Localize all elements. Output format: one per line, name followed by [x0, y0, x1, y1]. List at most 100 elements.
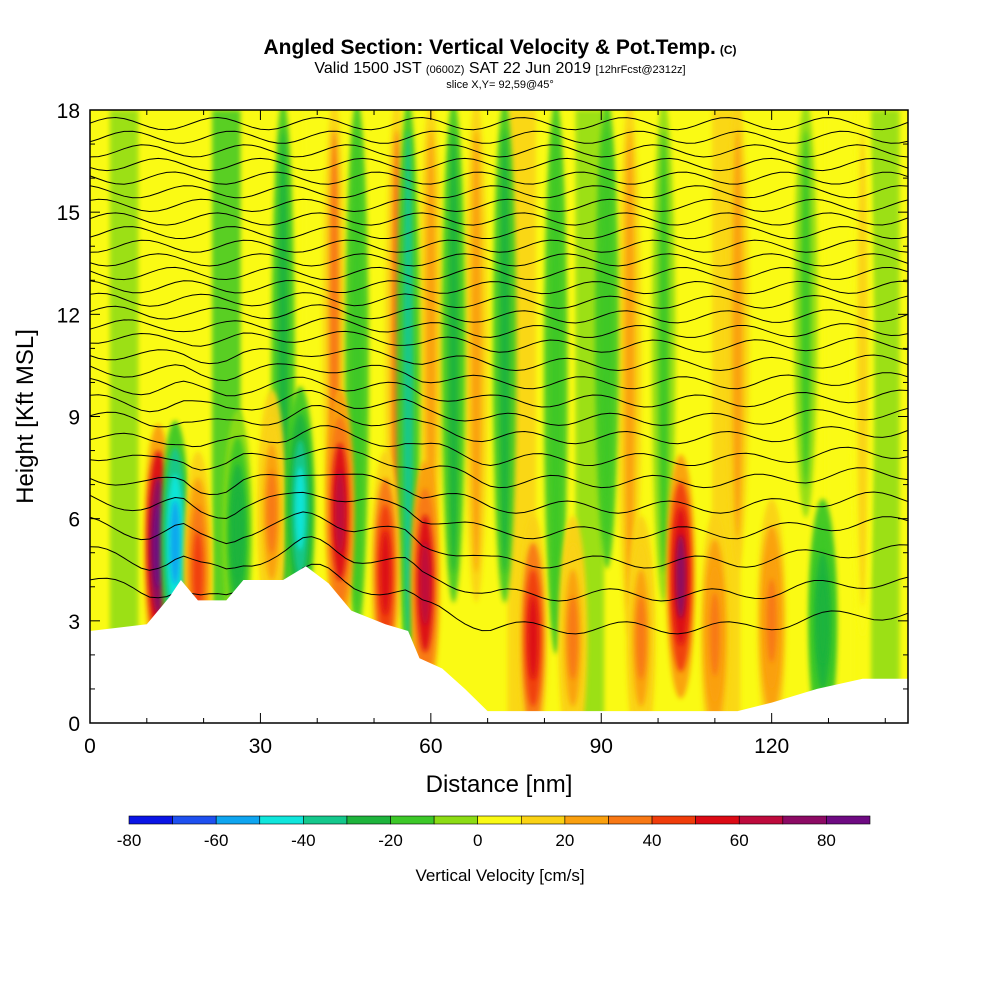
y-tick-label: 9 [68, 407, 80, 430]
velocity-cell [380, 531, 391, 616]
theta-isentrope [90, 473, 908, 514]
downdraft-column [499, 130, 510, 573]
velocity-cell [567, 595, 578, 680]
colorbar-swatch [564, 815, 609, 825]
chart-title: Angled Section: Vertical Velocity & Pot.… [263, 36, 716, 59]
downdraft-column [800, 129, 811, 488]
x-tick-label: 60 [419, 735, 442, 758]
colorbar-swatch [695, 815, 740, 825]
y-tick-label: 3 [68, 611, 80, 634]
theta-isentrope [90, 198, 908, 213]
colorbar-swatch [826, 815, 871, 825]
theta-isentrope [90, 266, 908, 281]
velocity-cell [766, 578, 777, 663]
chart-header: Angled Section: Vertical Velocity & Pot.… [0, 36, 1000, 91]
downdraft-column [550, 130, 561, 624]
theta-isentrope [90, 376, 908, 408]
velocity-cell [334, 469, 345, 554]
y-tick-label: 12 [57, 304, 80, 327]
theta-isentrope [90, 280, 908, 295]
colorbar-tick-label: 60 [730, 831, 749, 850]
colorbar-swatch [520, 815, 566, 825]
colorbar-swatch [433, 815, 479, 825]
colorbar-swatch [346, 815, 391, 825]
theta-isentrope [90, 130, 908, 144]
theta-isentrope [90, 304, 908, 324]
slice-info: slice X,Y= 92,59@45° [446, 79, 554, 91]
y-tick-label: 15 [57, 202, 80, 225]
colorbar-swatch [172, 815, 217, 825]
colorbar-swatch [303, 815, 348, 825]
terrain [90, 566, 908, 723]
colorbar-swatch [215, 815, 261, 825]
colorbar-tick-label: -60 [204, 831, 229, 850]
colorbar-tick-label: 80 [817, 831, 836, 850]
velocity-cell [420, 541, 431, 626]
colorbar-swatch [128, 815, 173, 825]
theta-isentrope [90, 144, 908, 158]
subtitle-valid-time: Valid 1500 JST [314, 60, 422, 77]
y-tick-label: 18 [57, 100, 80, 123]
colorbar-swatch [651, 815, 696, 825]
theta-isentrope [90, 226, 908, 240]
velocity-cell [528, 595, 539, 680]
x-axis-title: Distance [nm] [426, 771, 573, 798]
velocity-cell [636, 595, 647, 680]
theta-isentrope [90, 389, 908, 426]
velocity-cell [295, 466, 306, 551]
chart-title-suffix: (C) [719, 43, 737, 57]
theta-isentrope [90, 116, 908, 131]
theta-isentrope [90, 157, 908, 172]
colorbar-swatch [608, 815, 653, 825]
colorbar-swatch [738, 815, 784, 825]
field-band [109, 110, 139, 723]
y-tick-label: 0 [68, 713, 80, 736]
x-tick-label: 0 [84, 735, 96, 758]
theta-isentrope [90, 171, 908, 185]
theta-isentrope [90, 185, 908, 199]
colorbar-swatch [390, 815, 435, 825]
theta-isentrope [90, 425, 908, 467]
theta-isentrope [90, 212, 908, 226]
colorbar: -80 -60 -40 -20 0 20 40 60 80 Vertical Velocity [… [117, 815, 871, 885]
colorbar-tick-label: 0 [473, 831, 482, 850]
theta-isentrope [90, 491, 908, 540]
updraft-column [732, 130, 743, 539]
plot-area [90, 110, 908, 723]
updraft-column [857, 130, 868, 607]
velocity-cell [232, 490, 243, 575]
x-tick-label: 30 [249, 735, 272, 758]
colorbar-tick-label: 20 [555, 831, 574, 850]
subtitle-date: SAT 22 Jun 2019 [468, 60, 592, 77]
velocity-cell [817, 578, 828, 663]
downdraft-column [658, 130, 669, 573]
subtitle-zulu-time: (0600Z) [425, 64, 465, 76]
colorbar-swatch [259, 815, 304, 825]
theta-isentrope [90, 536, 908, 602]
colorbar-tick-label: 40 [643, 831, 662, 850]
axes: 0 30 60 90 120 0 3 6 9 12 15 18 Distance [nm] Height … [12, 100, 909, 798]
velocity-cell [266, 469, 277, 554]
colorbar-tick-label: -40 [291, 831, 316, 850]
theta-isentrope [90, 363, 908, 390]
colorbar-swatch [782, 815, 827, 825]
theta-isentrope [90, 239, 908, 253]
x-tick-label: 90 [590, 735, 613, 758]
theta-isentrope [90, 347, 908, 372]
updraft-column [471, 130, 482, 573]
theta-isentrope [90, 447, 908, 489]
colorbar-title: Vertical Velocity [cm/s] [415, 866, 584, 885]
theta-isentrope [90, 292, 908, 309]
velocity-cell [170, 500, 181, 585]
x-tick-label: 120 [754, 735, 789, 758]
field-band [871, 110, 900, 723]
velocity-cell [675, 534, 686, 619]
theta-isentrope [90, 404, 908, 445]
y-axis-title: Height [Kft MSL] [12, 329, 39, 504]
theta-isentrope [90, 253, 908, 267]
theta-isentrope [90, 563, 908, 635]
subtitle-forecast: [12hrFcst@2312z] [595, 64, 686, 76]
updraft-column [425, 130, 437, 556]
y-tick-label: 6 [68, 509, 80, 532]
